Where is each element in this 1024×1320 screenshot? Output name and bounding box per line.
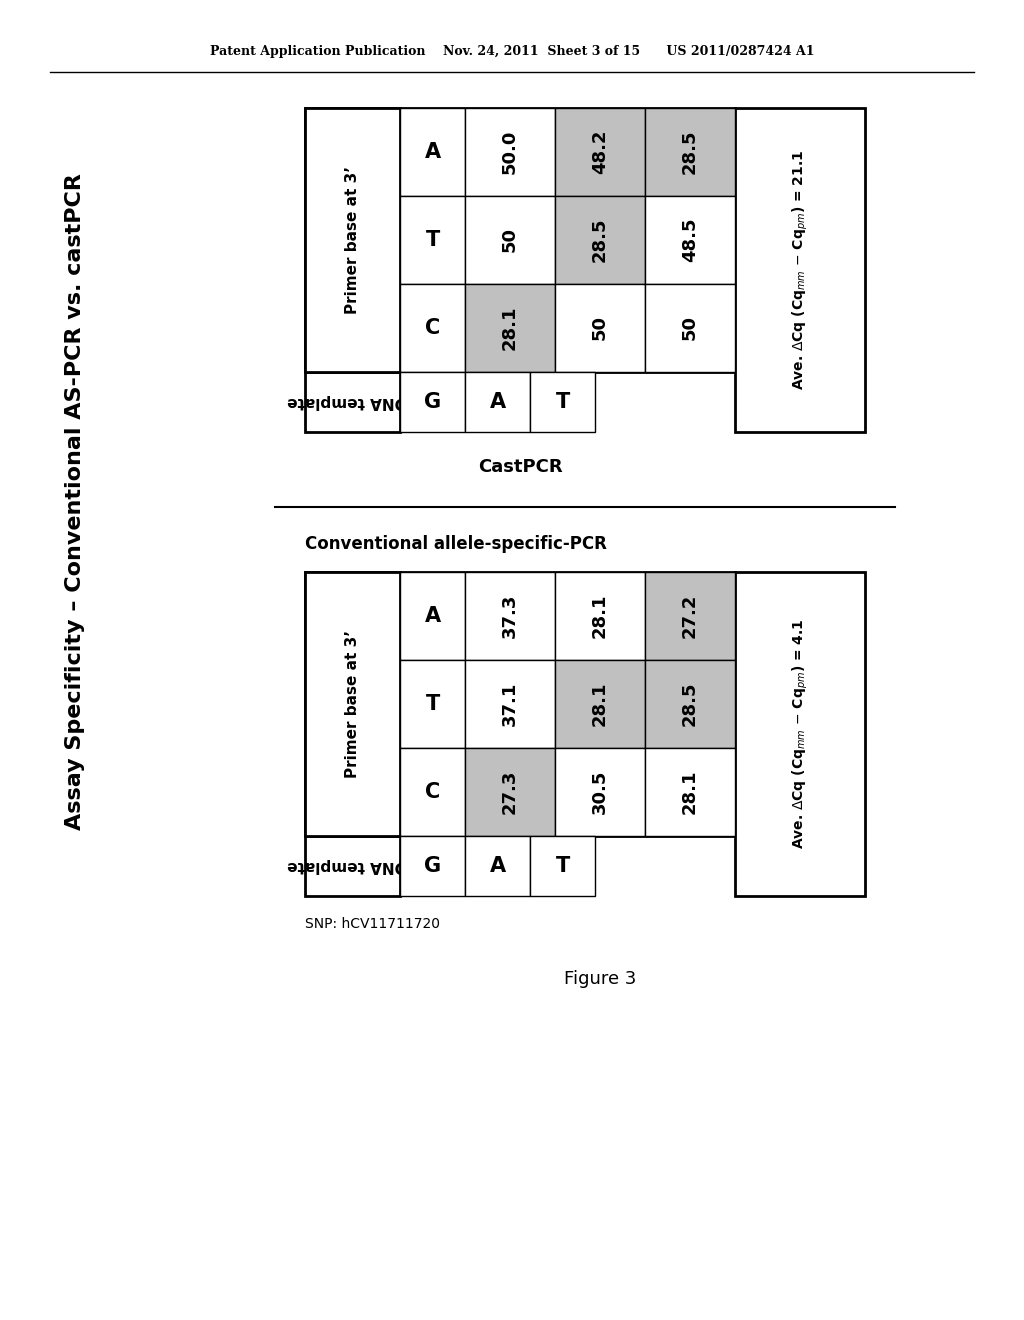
Bar [400, 748, 465, 836]
Bar [465, 372, 530, 432]
Bar [305, 572, 735, 836]
Text: 50.0: 50.0 [501, 129, 519, 174]
Text: 50: 50 [591, 315, 609, 341]
Bar [465, 284, 555, 372]
Bar [305, 572, 400, 836]
Text: 28.5: 28.5 [591, 218, 609, 263]
Bar [530, 372, 595, 432]
Text: 37.3: 37.3 [501, 594, 519, 638]
Bar [555, 284, 645, 372]
Text: A: A [424, 143, 440, 162]
Bar [305, 108, 400, 372]
Bar [555, 195, 645, 284]
Text: Ave. $\Delta$Cq (Cq$_{mm}$ $-$ Cq$_{pm}$) = 21.1: Ave. $\Delta$Cq (Cq$_{mm}$ $-$ Cq$_{pm}$… [791, 150, 810, 391]
Bar [465, 108, 555, 195]
Text: 50: 50 [501, 227, 519, 252]
Bar [735, 572, 865, 896]
Text: 48.5: 48.5 [681, 218, 699, 263]
Text: Conventional allele-specific-PCR: Conventional allele-specific-PCR [305, 535, 607, 553]
Bar [400, 372, 465, 432]
Bar [645, 748, 735, 836]
Text: 37.1: 37.1 [501, 682, 519, 726]
Text: gDNA template: gDNA template [287, 858, 418, 874]
Text: Ave. $\Delta$Cq (Cq$_{mm}$ $-$ Cq$_{pm}$) = 4.1: Ave. $\Delta$Cq (Cq$_{mm}$ $-$ Cq$_{pm}$… [791, 619, 810, 849]
Text: 48.2: 48.2 [591, 129, 609, 174]
Text: 27.3: 27.3 [501, 770, 519, 814]
Text: T: T [555, 855, 569, 876]
Text: A: A [424, 606, 440, 626]
Text: C: C [425, 781, 440, 803]
Bar [400, 284, 465, 372]
Text: 30.5: 30.5 [591, 770, 609, 814]
Bar [465, 572, 555, 660]
Text: Figure 3: Figure 3 [564, 970, 636, 987]
Text: 28.1: 28.1 [591, 681, 609, 726]
Bar [645, 284, 735, 372]
Bar [645, 108, 735, 195]
Text: Primer base at 3’: Primer base at 3’ [345, 630, 360, 777]
Bar [400, 660, 465, 748]
Text: gDNA template: gDNA template [287, 395, 418, 409]
Text: 50: 50 [681, 315, 699, 341]
Bar [555, 572, 645, 660]
Bar [555, 660, 645, 748]
Bar [555, 108, 645, 195]
Text: 28.1: 28.1 [681, 770, 699, 814]
Text: SNP: hCV11711720: SNP: hCV11711720 [305, 917, 440, 931]
Bar [305, 108, 735, 372]
Text: 27.2: 27.2 [681, 594, 699, 638]
Bar [555, 748, 645, 836]
Bar [465, 195, 555, 284]
Bar [735, 108, 865, 432]
Text: Primer base at 3’: Primer base at 3’ [345, 166, 360, 314]
Text: 28.5: 28.5 [681, 681, 699, 726]
Text: A: A [489, 392, 506, 412]
Text: C: C [425, 318, 440, 338]
Text: CastPCR: CastPCR [477, 458, 562, 477]
Bar [645, 660, 735, 748]
Bar [400, 572, 465, 660]
Text: T: T [555, 392, 569, 412]
Bar [400, 836, 465, 896]
Text: T: T [425, 694, 439, 714]
Bar [645, 195, 735, 284]
Bar [465, 836, 530, 896]
Bar [530, 836, 595, 896]
Text: Assay Specificity – Conventional AS-PCR vs. castPCR: Assay Specificity – Conventional AS-PCR … [65, 173, 85, 830]
Bar [305, 372, 400, 432]
Text: A: A [489, 855, 506, 876]
Text: 28.1: 28.1 [591, 594, 609, 639]
Text: G: G [424, 392, 441, 412]
Bar [465, 660, 555, 748]
Text: 28.1: 28.1 [501, 306, 519, 350]
Bar [400, 195, 465, 284]
Bar [645, 572, 735, 660]
Bar [305, 836, 400, 896]
Text: G: G [424, 855, 441, 876]
Text: T: T [425, 230, 439, 249]
Bar [400, 108, 465, 195]
Text: 28.5: 28.5 [681, 129, 699, 174]
Bar [465, 748, 555, 836]
Text: Patent Application Publication    Nov. 24, 2011  Sheet 3 of 15      US 2011/0287: Patent Application Publication Nov. 24, … [210, 45, 814, 58]
